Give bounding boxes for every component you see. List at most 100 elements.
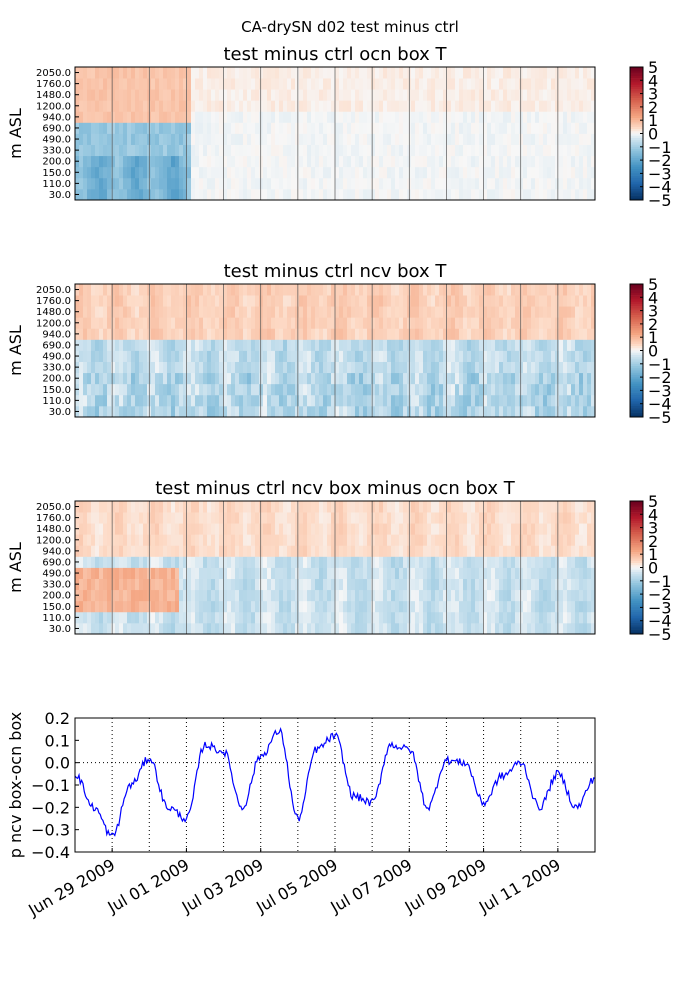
heatmap-cell (551, 111, 555, 122)
heatmap-cell (323, 362, 327, 373)
heatmap-cell (171, 395, 175, 406)
heatmap-cell (219, 295, 223, 306)
heatmap-cell (499, 189, 503, 200)
heatmap-cell (239, 284, 243, 295)
heatmap-cell (319, 122, 323, 133)
heatmap-cell (559, 534, 563, 545)
heatmap-cell (191, 317, 195, 328)
heatmap-cell (579, 568, 583, 579)
heatmap-cell (327, 373, 331, 384)
heatmap-cell (263, 523, 267, 534)
heatmap-cell (175, 306, 179, 317)
heatmap-cell (323, 156, 327, 167)
heatmap-cell (255, 306, 259, 317)
heatmap-cell (455, 339, 459, 350)
heatmap-cell (571, 156, 575, 167)
heatmap-cell (519, 579, 523, 590)
heatmap-cell (219, 328, 223, 339)
heatmap-cell (363, 579, 367, 590)
heatmap-cell (507, 134, 511, 145)
heatmap-cell (575, 373, 579, 384)
heatmap-cell (527, 579, 531, 590)
heatmap-cell (547, 78, 551, 89)
heatmap-cell (279, 556, 283, 567)
heatmap-cell (255, 590, 259, 601)
heatmap-cell (455, 189, 459, 200)
heatmap-cell (447, 512, 451, 523)
heatmap-cell (359, 189, 363, 200)
heatmap-cell (587, 601, 591, 612)
heatmap-cell (311, 89, 315, 100)
heatmap-cell (119, 189, 123, 200)
heatmap-cell (139, 100, 143, 111)
heatmap-cell (83, 395, 87, 406)
heatmap-cell (371, 178, 375, 189)
heatmap-cell (243, 612, 247, 623)
heatmap-cell (403, 134, 407, 145)
heatmap-cell (87, 167, 91, 178)
heatmap-cell (279, 284, 283, 295)
heatmap-cell (527, 523, 531, 534)
heatmap-cell (287, 328, 291, 339)
heatmap-cell (431, 167, 435, 178)
heatmap-cell (459, 523, 463, 534)
heatmap-cell (587, 111, 591, 122)
heatmap-cell (555, 134, 559, 145)
heatmap-cell (251, 601, 255, 612)
heatmap-cell (195, 534, 199, 545)
heatmap-cell (235, 579, 239, 590)
colorbar-segment (630, 71, 643, 74)
heatmap-cell (191, 512, 195, 523)
heatmap-cell (175, 317, 179, 328)
y-tick-label: 940.0 (42, 546, 71, 557)
heatmap-cell (351, 134, 355, 145)
heatmap-cell (231, 145, 235, 156)
heatmap-cell (391, 579, 395, 590)
heatmap-cell (515, 295, 519, 306)
heatmap-cell (259, 339, 263, 350)
heatmap-cell (159, 100, 163, 111)
heatmap-cell (379, 317, 383, 328)
heatmap-cell (439, 612, 443, 623)
colorbar-segment (630, 355, 643, 358)
colorbar-segment (630, 339, 643, 342)
heatmap-cell (95, 523, 99, 534)
heatmap-cell (251, 373, 255, 384)
heatmap-cell (487, 284, 491, 295)
heatmap-cell (291, 156, 295, 167)
heatmap-cell (439, 145, 443, 156)
colorbar-segment (630, 142, 643, 145)
heatmap-cell (295, 284, 299, 295)
heatmap-cell (243, 306, 247, 317)
heatmap-cell (531, 523, 535, 534)
heatmap-cell (91, 579, 95, 590)
heatmap-cell (587, 612, 591, 623)
heatmap-cell (303, 523, 307, 534)
heatmap-cell (139, 545, 143, 556)
heatmap-cell (155, 156, 159, 167)
heatmap-cell (195, 623, 199, 634)
heatmap-cell (399, 167, 403, 178)
heatmap-cell (195, 512, 199, 523)
heatmap-cell (91, 89, 95, 100)
colorbar-segment (630, 397, 643, 400)
heatmap-cell (563, 523, 567, 534)
heatmap-cell (487, 189, 491, 200)
heatmap-cell (187, 501, 191, 512)
heatmap-cell (191, 601, 195, 612)
heatmap-cell (267, 406, 271, 417)
heatmap-cell (535, 601, 539, 612)
heatmap-cell (215, 145, 219, 156)
heatmap-cell (123, 395, 127, 406)
heatmap-cell (399, 156, 403, 167)
heatmap-cell (167, 579, 171, 590)
heatmap-cell (523, 523, 527, 534)
heatmap-cell (107, 523, 111, 534)
heatmap-cell (251, 306, 255, 317)
heatmap-cell (323, 339, 327, 350)
heatmap-cell (239, 362, 243, 373)
heatmap-cell (511, 501, 515, 512)
heatmap-cell (359, 178, 363, 189)
heatmap-cell (255, 328, 259, 339)
heatmap-cell (327, 328, 331, 339)
